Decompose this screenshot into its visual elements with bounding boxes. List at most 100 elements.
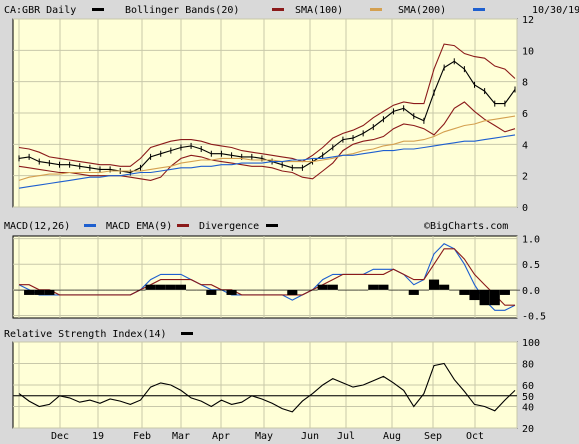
x-tick-label: Feb (133, 431, 151, 442)
macd-y-tick-label: 1.0 (522, 235, 540, 246)
price-y-tick-label: 8 (522, 78, 528, 89)
macd-y-ticks: -0.5 0.0 0.5 1.0 (522, 235, 546, 323)
divergence-bar (499, 289, 510, 295)
x-axis-labels: Dec 19 Feb Mar Apr May Jun Jul Aug Sep Oct (51, 431, 484, 442)
divergence-bar (459, 289, 470, 295)
divergence-bar (277, 289, 288, 291)
sma-200-line (18, 134, 516, 189)
divergence-bar (145, 284, 156, 290)
x-tick-label: Oct (466, 431, 484, 442)
divergence-bar (439, 284, 450, 290)
bollinger-lower-line (18, 101, 516, 181)
divergence-bar (206, 289, 217, 295)
sma-100-line (18, 115, 516, 181)
divergence-bar (24, 289, 35, 295)
divergence-bar (175, 284, 187, 290)
divergence-bar (368, 284, 379, 290)
legend-sma100-label: SMA(100) (295, 5, 343, 16)
relative-strength-index-14-line (18, 362, 516, 413)
x-tick-label: Apr (212, 431, 230, 442)
divergence-bar (226, 289, 237, 295)
x-tick-label: Aug (383, 431, 401, 442)
divergence-bar (398, 289, 409, 291)
price-y-tick-label: 0 (522, 203, 528, 214)
legend-sma200-label: SMA(200) (398, 5, 446, 16)
divergence-bar (337, 289, 348, 291)
divergence-bar (449, 289, 460, 291)
x-tick-label: Mar (172, 431, 190, 442)
macd-ema-9-line (19, 248, 515, 306)
divergence-bar (317, 284, 328, 290)
price-grid (13, 18, 518, 208)
divergence-bar (34, 289, 45, 295)
divergence-bar (13, 289, 25, 291)
divergence-bar (216, 289, 227, 291)
price-y-tick-label: 12 (522, 15, 534, 26)
rsi-y-tick-label: 100 (522, 338, 540, 349)
bollinger-upper-line (18, 43, 516, 167)
divergence-bar (297, 289, 308, 291)
watermark: ©BigCharts.com (424, 221, 508, 232)
x-tick-label: Jun (301, 431, 319, 442)
price-panel: 0 2 4 6 8 10 12 CA:GBR Daily Bollinger Bands(2… (4, 5, 579, 214)
legend-bollinger-label: Bollinger Bands(20) (125, 5, 239, 16)
macd-series (13, 243, 521, 311)
price-y-tick-label: 6 (522, 109, 528, 120)
divergence-bar (64, 289, 75, 291)
legend-divergence-label: Divergence (199, 221, 259, 232)
divergence-bar (358, 289, 369, 291)
divergence-bar (256, 289, 267, 291)
legend-macd-label: MACD(12,26) (4, 221, 70, 232)
price-y-ticks: 0 2 4 6 8 10 12 (522, 15, 534, 214)
x-tick-label: Jul (337, 431, 355, 442)
price-y-tick-label: 10 (522, 46, 534, 57)
rsi-y-tick-label: 50 (522, 392, 534, 403)
macd-y-tick-label: 0.5 (522, 260, 540, 271)
macd-panel: -0.5 0.0 0.5 1.0 MACD(12,26) MACD EMA(9) Di… (4, 221, 546, 322)
divergence-bar (267, 289, 278, 291)
x-tick-label: May (255, 431, 273, 442)
divergence-bar (287, 289, 298, 295)
divergence-bar (105, 289, 116, 291)
divergence-bar (74, 289, 85, 291)
divergence-bar (388, 289, 399, 291)
divergence-bar (428, 279, 440, 290)
divergence-bar (186, 289, 197, 291)
divergence-bar (509, 289, 521, 291)
macd-y-tick-label: -0.5 (522, 311, 546, 322)
legend-macd-ema-label: MACD EMA(9) (106, 221, 172, 232)
divergence-bar (418, 289, 429, 291)
date-label: 10/30/19 (532, 5, 579, 16)
legend-price-swatch (92, 8, 104, 11)
rsi-y-tick-label: 60 (522, 381, 534, 392)
divergence-bar (135, 289, 146, 291)
divergence-bar (44, 289, 55, 295)
legend-macd-swatch (84, 224, 96, 227)
legend-bollinger-swatch (272, 8, 284, 11)
x-tick-label: Dec (51, 431, 69, 442)
divergence-bar (347, 289, 359, 291)
divergence-bar (54, 289, 65, 291)
rsi-series (18, 362, 516, 413)
rsi-y-tick-label: 20 (522, 424, 534, 435)
divergence-bar (246, 289, 257, 291)
legend-macd-ema-swatch (177, 224, 189, 227)
legend-sma200-swatch (473, 8, 485, 11)
x-tick-label: Sep (424, 431, 442, 442)
rsi-y-tick-label: 40 (522, 403, 534, 414)
divergence-bar (307, 289, 318, 291)
macd-plot-area (12, 235, 518, 319)
divergence-bar (165, 284, 176, 290)
legend-rsi-label: Relative Strength Index(14) (4, 329, 167, 340)
divergence-bar (155, 284, 166, 290)
divergence-bar (115, 289, 126, 291)
divergence-bar (408, 289, 419, 295)
divergence-bar (236, 289, 247, 291)
price-series (18, 43, 516, 189)
price-y-tick-label: 2 (522, 172, 528, 183)
divergence-bar (327, 284, 338, 290)
divergence-bar (489, 289, 500, 306)
